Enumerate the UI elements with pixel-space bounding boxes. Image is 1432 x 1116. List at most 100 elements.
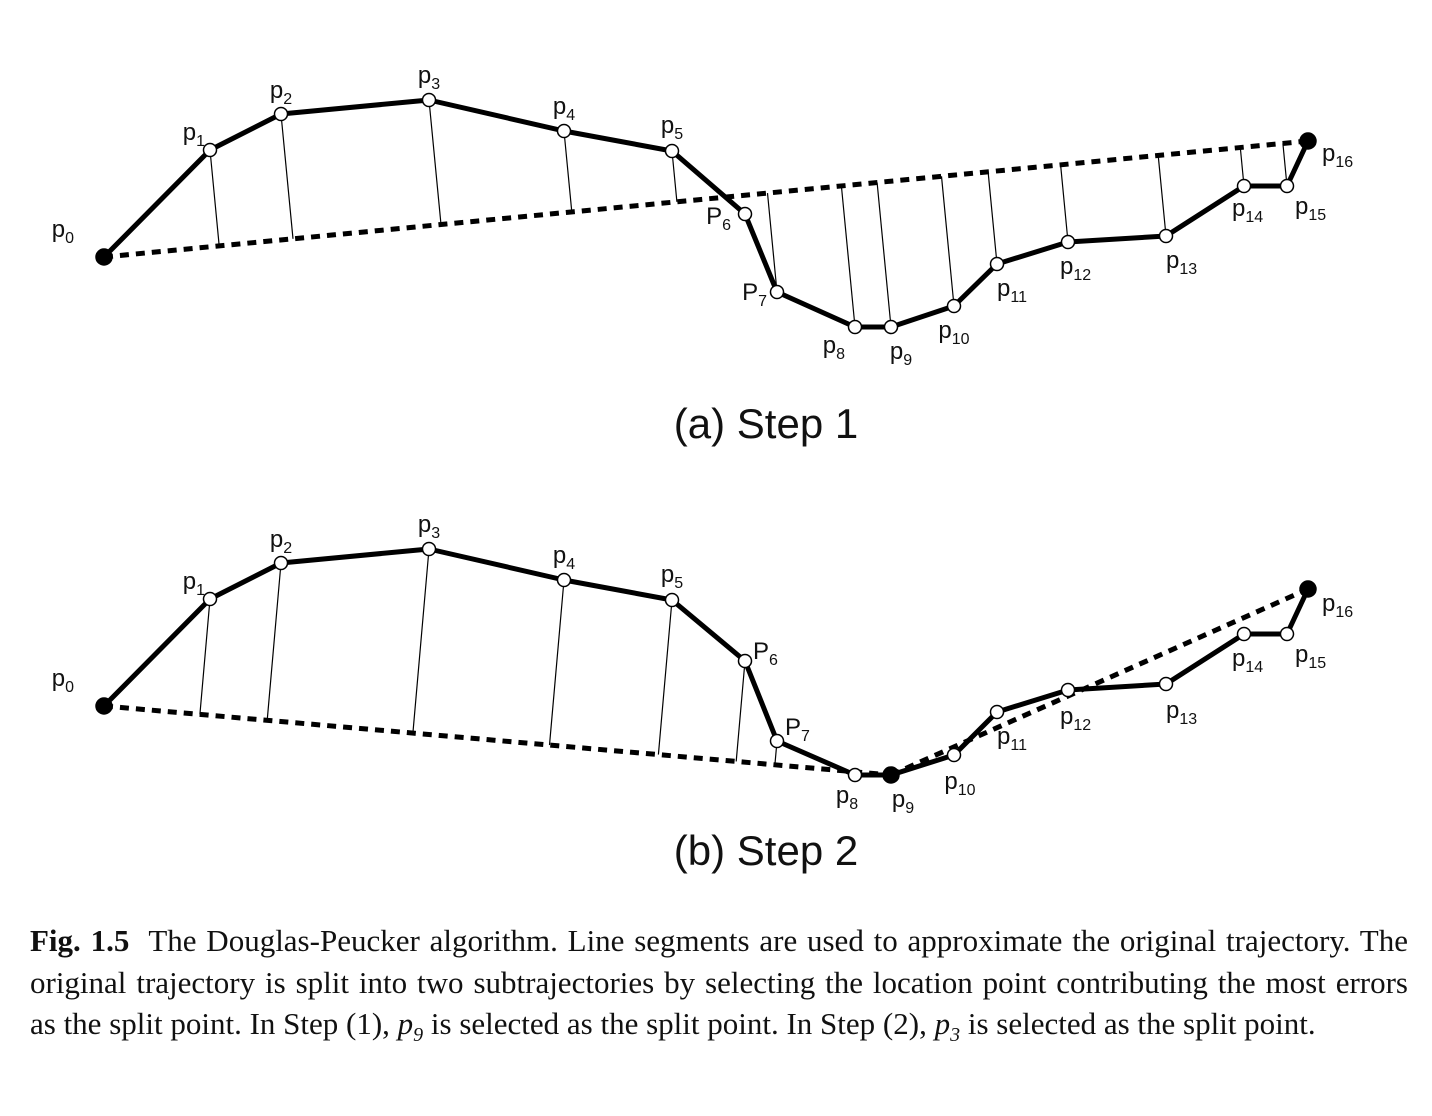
- point-label-p1: p1: [183, 568, 205, 599]
- distance-line-p6: [735, 660, 746, 762]
- point-label-p13: p13: [1166, 697, 1197, 728]
- point-label-p15: p15: [1295, 193, 1326, 224]
- distance-line-p13: [1157, 155, 1167, 237]
- point-label-p16: p16: [1322, 140, 1353, 171]
- point-p12: [1060, 682, 1076, 698]
- distance-line-p5: [657, 599, 673, 755]
- caption-text-3: is selected as the split point.: [960, 1006, 1316, 1041]
- distance-line-p7: [766, 193, 778, 293]
- point-p10: [946, 747, 962, 763]
- point-label-p0: p0: [52, 216, 74, 247]
- point-p5: [664, 592, 680, 608]
- caption-var-1: p9: [397, 1006, 424, 1047]
- point-label-p4: p4: [553, 542, 575, 573]
- point-label-p7: P7: [785, 714, 810, 745]
- point-p1: [202, 142, 218, 158]
- point-p9: [883, 319, 899, 335]
- caption-text-1: The Douglas-Peucker algorithm. Line segm…: [30, 923, 1408, 1041]
- point-label-p12: p12: [1060, 703, 1091, 734]
- point-label-p7: P7: [742, 279, 767, 310]
- point-label-p10: p10: [938, 317, 969, 348]
- point-label-p10: p10: [944, 768, 975, 799]
- approximation-segment-p9-p16: [889, 586, 1310, 778]
- point-p3: [421, 92, 437, 108]
- distance-line-p2: [266, 562, 282, 721]
- point-p0: [95, 248, 113, 266]
- step-2-label: (b) Step 2: [674, 827, 858, 874]
- point-p7: [769, 284, 785, 300]
- point-p9: [882, 766, 900, 784]
- caption-text-2: is selected as the split point. In Step …: [423, 1006, 935, 1041]
- distance-line-p11: [987, 171, 998, 265]
- point-label-p0: p0: [52, 665, 74, 696]
- point-label-p8: p8: [823, 332, 845, 363]
- point-label-p14: p14: [1232, 195, 1263, 226]
- point-label-p13: p13: [1166, 247, 1197, 278]
- point-p15: [1279, 178, 1295, 194]
- distance-line-p1: [209, 149, 220, 246]
- point-label-p8: p8: [836, 782, 858, 813]
- point-p15: [1279, 626, 1295, 642]
- point-label-p4: p4: [553, 93, 575, 124]
- point-label-p6: P6: [706, 203, 731, 234]
- figure-caption: Fig. 1.5 The Douglas-Peucker algorithm. …: [30, 920, 1408, 1057]
- point-p16: [1299, 580, 1317, 598]
- point-p12: [1060, 234, 1076, 250]
- distance-line-p9: [876, 182, 892, 328]
- step-1-label: (a) Step 1: [674, 400, 858, 447]
- panel-step-1: p0 p1 p2 p3 p4 p5 P6 P7 p8 p9 p10 p11 p12 p13 p14 p15 p1…: [52, 62, 1354, 369]
- point-p0: [95, 697, 113, 715]
- distance-line-p12: [1060, 164, 1069, 243]
- point-p3: [421, 541, 437, 557]
- point-p6: [737, 206, 753, 222]
- caption-var-2: p3: [934, 1006, 961, 1047]
- point-label-p9: p9: [890, 338, 912, 369]
- point-label-p12: p12: [1060, 253, 1091, 284]
- point-p4: [556, 572, 572, 588]
- point-p13: [1158, 228, 1174, 244]
- point-p2: [273, 555, 289, 571]
- point-p2: [273, 106, 289, 122]
- figure-number: Fig. 1.5: [30, 923, 130, 958]
- distance-line-p2: [280, 113, 294, 239]
- point-label-p5: p5: [661, 112, 683, 143]
- point-p16: [1299, 132, 1317, 150]
- point-p1: [202, 591, 218, 607]
- point-label-p11: p11: [997, 275, 1027, 306]
- point-p4: [556, 123, 572, 139]
- point-p11: [989, 704, 1005, 720]
- point-label-p11: p11: [997, 723, 1027, 754]
- point-p10: [946, 298, 962, 314]
- point-label-p2: p2: [270, 77, 292, 108]
- point-p11: [989, 256, 1005, 272]
- point-label-p3: p3: [418, 511, 440, 542]
- distance-line-p4: [563, 130, 573, 212]
- distance-line-p3: [428, 99, 442, 225]
- point-p14: [1236, 626, 1252, 642]
- douglas-peucker-figure: p0 p1 p2 p3 p4 p5 P6 P7 p8 p9 p10 p11 p12 p13 p14 p15 p1…: [52, 62, 1354, 874]
- distance-line-p8: [840, 185, 856, 328]
- point-label-p14: p14: [1232, 645, 1263, 676]
- point-label-p6: P6: [753, 638, 778, 669]
- point-p13: [1158, 676, 1174, 692]
- point-label-p2: p2: [270, 526, 292, 557]
- point-p7: [769, 733, 785, 749]
- distance-line-p1: [199, 598, 211, 715]
- point-p8: [847, 767, 863, 783]
- distance-line-p5: [671, 150, 678, 202]
- point-label-p9: p9: [892, 786, 914, 817]
- point-label-p5: p5: [661, 561, 683, 592]
- point-label-p16: p16: [1322, 590, 1353, 621]
- panel-step-2: p0 p1 p2 p3 p4 p5 P6 P7 p8 p9 p10 p11 p12 p13 p14 p15 p1…: [52, 511, 1354, 817]
- point-label-p3: p3: [418, 62, 440, 93]
- point-p14: [1236, 178, 1252, 194]
- distance-line-p3: [412, 548, 430, 734]
- point-label-p15: p15: [1295, 641, 1326, 672]
- trajectory-line: [101, 546, 1311, 778]
- point-p8: [847, 319, 863, 335]
- point-label-p1: p1: [183, 119, 205, 150]
- point-p6: [737, 653, 753, 669]
- point-p5: [664, 143, 680, 159]
- distance-line-p4: [548, 579, 565, 746]
- distance-line-p10: [940, 176, 955, 307]
